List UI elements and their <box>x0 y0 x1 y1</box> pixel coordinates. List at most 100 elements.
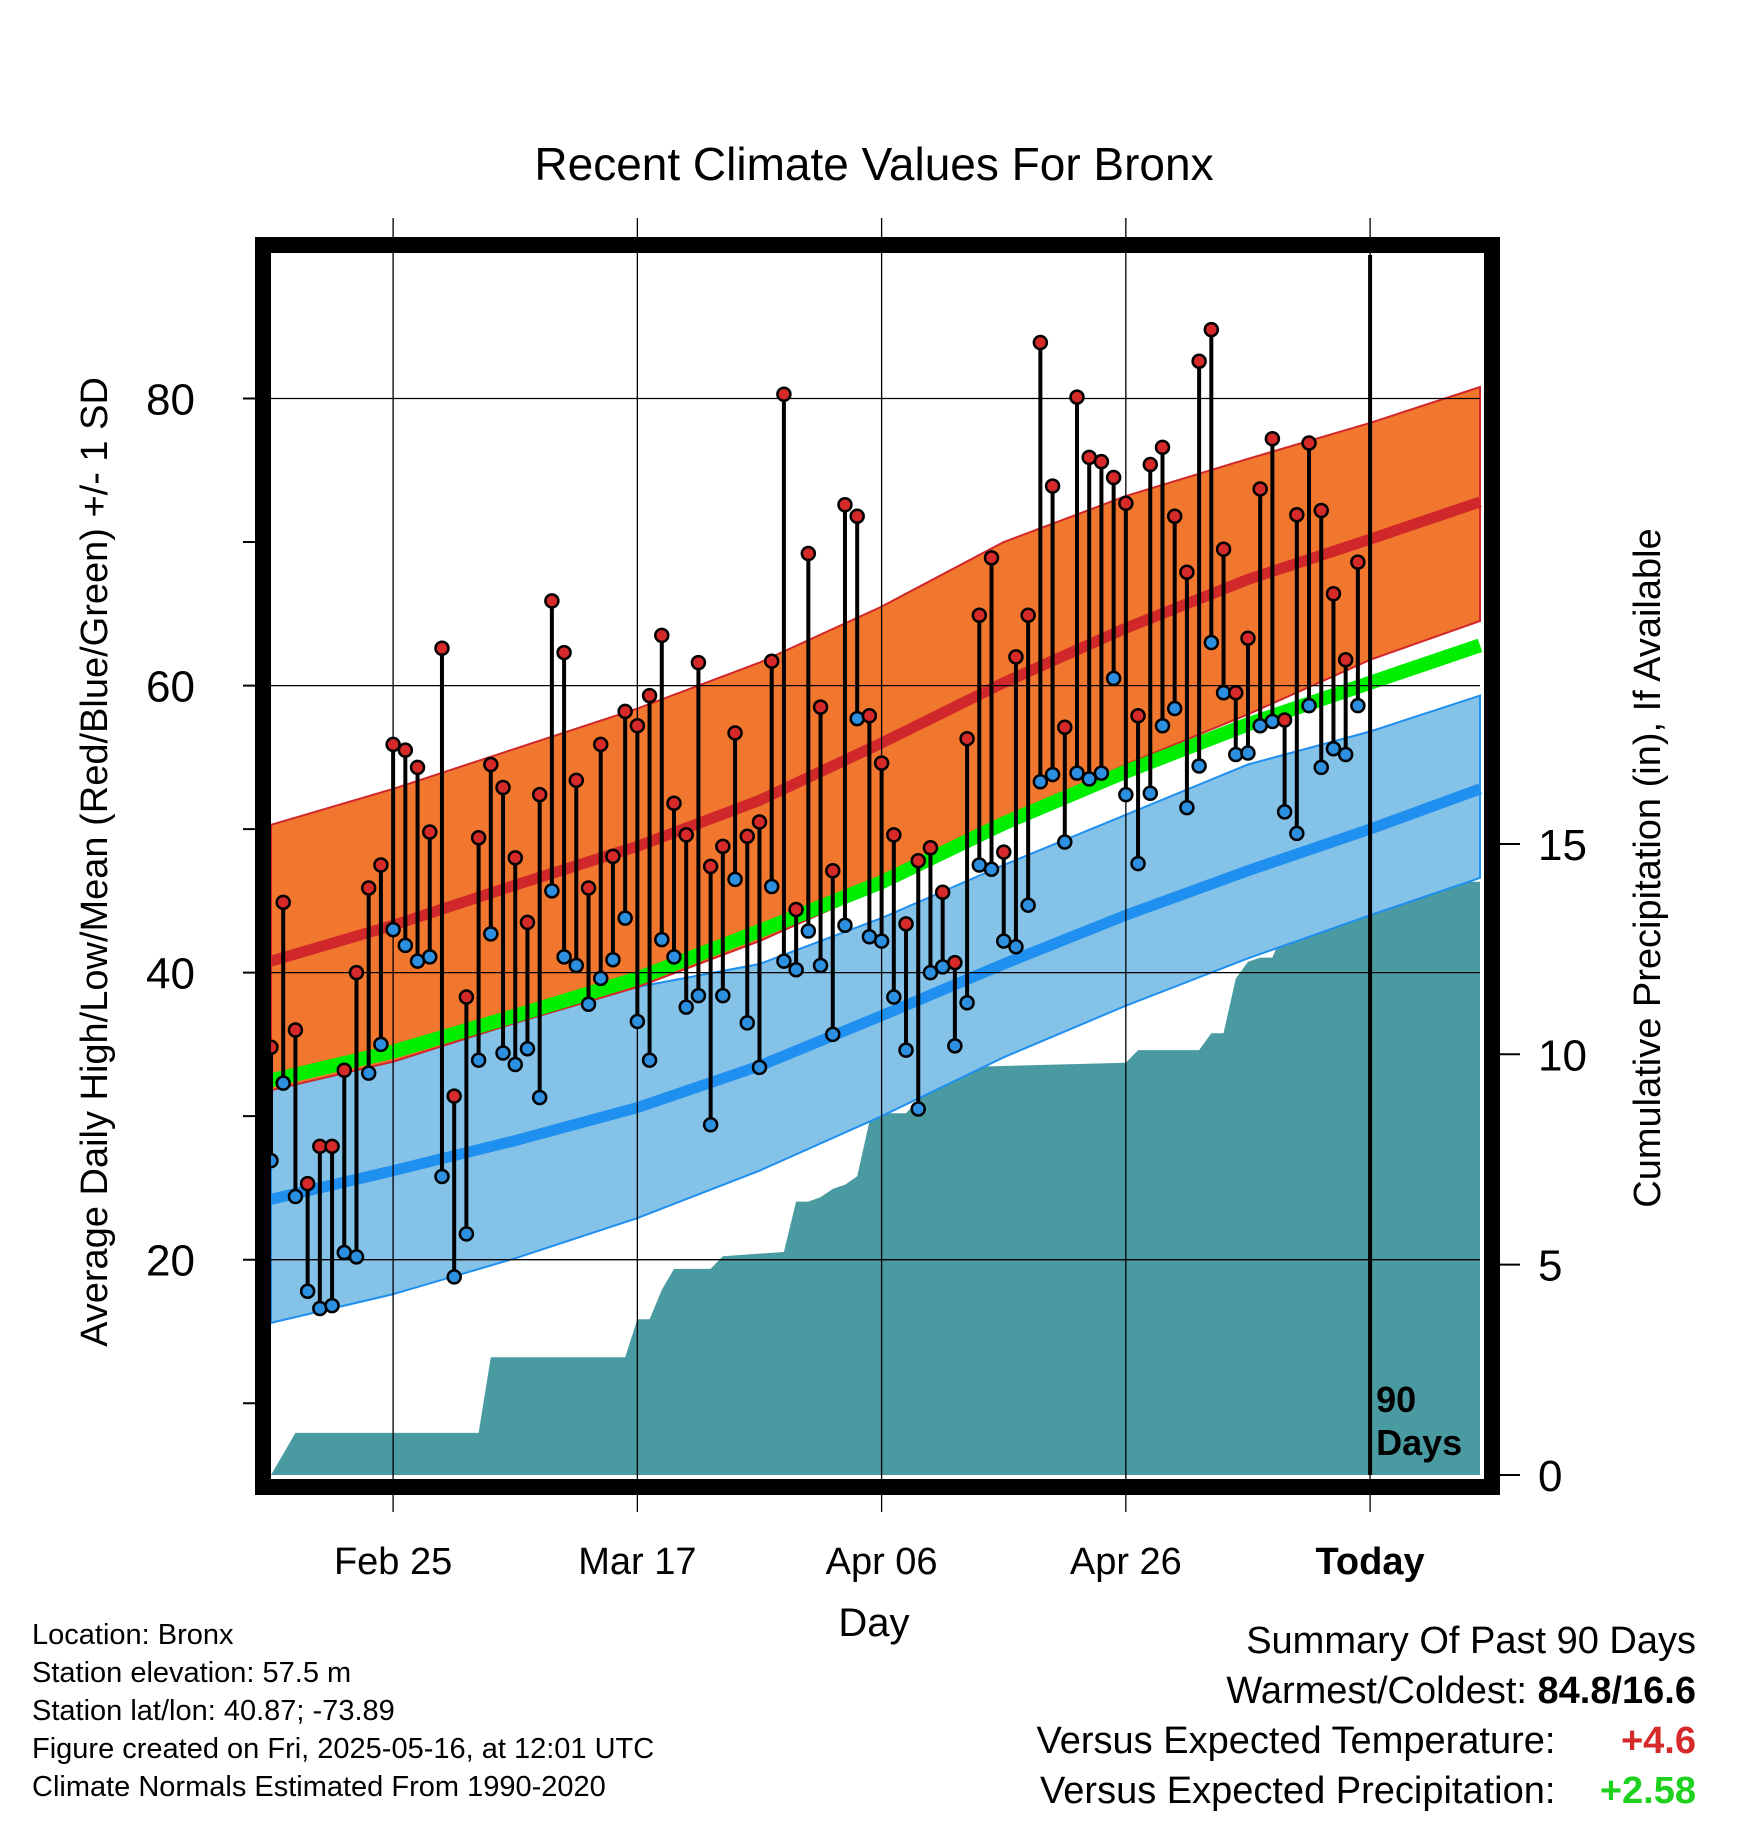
daily-high-marker <box>861 707 878 724</box>
daily-low-marker <box>983 861 1000 878</box>
daily-low-marker <box>873 933 890 949</box>
precip-anomaly-label: Versus Expected Precipitation: <box>1040 1770 1556 1812</box>
daily-low-marker <box>1130 855 1146 872</box>
daily-high-marker <box>629 718 646 734</box>
station-info: Location: Bronx Station elevation: 57.5 … <box>32 1616 654 1806</box>
daily-high-marker <box>324 1138 340 1155</box>
daily-high-marker <box>385 736 401 753</box>
daily-low-marker <box>1008 939 1024 955</box>
location-text: Location: Bronx <box>32 1619 234 1651</box>
daily-high-marker <box>825 862 841 879</box>
normals-text: Climate Normals Estimated From 1990-2020 <box>32 1771 606 1803</box>
daily-high-marker <box>1166 508 1183 524</box>
daily-low-marker <box>690 987 707 1004</box>
daily-low-marker <box>434 1168 450 1185</box>
daily-low-marker <box>715 987 731 1004</box>
daily-high-marker <box>397 742 414 758</box>
daily-high-marker <box>1057 719 1073 735</box>
daily-low-marker <box>776 953 792 969</box>
y-axis-label-right: Cumulative Precipitation (in), If Availa… <box>1627 528 1669 1207</box>
x-tick-label: Today <box>1316 1541 1425 1583</box>
daily-low-marker <box>666 949 682 965</box>
daily-high-marker <box>580 880 597 896</box>
daily-low-marker <box>1020 897 1036 913</box>
daily-high-marker <box>873 755 890 771</box>
daily-high-marker <box>898 916 914 932</box>
created-text: Figure created on Fri, 2025-05-16, at 12… <box>32 1733 655 1765</box>
daily-high-marker <box>470 829 487 846</box>
daily-high-marker <box>1350 554 1366 570</box>
daily-low-marker <box>837 917 853 934</box>
daily-high-marker <box>934 884 951 901</box>
daily-low-marker <box>1350 697 1366 714</box>
daily-low-marker <box>324 1297 340 1314</box>
daily-high-marker <box>299 1175 316 1192</box>
summary-title: Summary Of Past 90 Days <box>1246 1620 1696 1662</box>
daily-low-marker <box>959 995 975 1011</box>
y-right-tick-label: 0 <box>1538 1452 1562 1501</box>
daily-low-marker <box>360 1065 377 1081</box>
daily-low-marker <box>312 1300 328 1317</box>
y-right-tick-label: 15 <box>1538 821 1587 870</box>
daily-low-marker <box>1228 746 1244 763</box>
daily-high-marker <box>605 848 621 865</box>
daily-high-marker <box>1203 321 1220 338</box>
elevation-text: Station elevation: 57.5 m <box>32 1657 352 1689</box>
daily-low-marker <box>788 962 804 978</box>
daily-low-marker <box>397 937 414 954</box>
daily-low-marker <box>1289 825 1305 842</box>
daily-high-marker <box>287 1022 304 1038</box>
daily-low-marker <box>849 710 865 727</box>
summary-temp: Versus Expected Temperature: +4.6 <box>1037 1716 1696 1766</box>
daily-low-marker <box>299 1283 316 1300</box>
daily-high-marker <box>1130 707 1146 724</box>
daily-low-marker <box>1154 718 1171 734</box>
daily-low-marker <box>580 996 597 1012</box>
daily-low-marker <box>825 1026 841 1043</box>
daily-high-marker <box>1240 630 1256 646</box>
daily-high-marker <box>983 550 1000 566</box>
daily-high-marker <box>654 627 670 644</box>
daily-high-marker <box>1044 478 1061 494</box>
daily-low-marker <box>1179 799 1195 816</box>
daily-high-marker <box>1276 712 1293 728</box>
daily-low-marker <box>568 957 585 974</box>
daily-high-marker <box>483 756 499 773</box>
daily-low-marker <box>483 926 499 942</box>
daily-high-marker <box>837 496 853 513</box>
daily-high-marker <box>360 880 377 896</box>
daily-high-marker <box>690 654 707 671</box>
temp-anomaly-label: Versus Expected Temperature: <box>1036 1720 1556 1762</box>
daily-high-marker <box>702 858 719 875</box>
y-right-tick-label: 5 <box>1538 1242 1562 1291</box>
low-sd-band <box>270 694 1481 1325</box>
daily-low-marker <box>519 1040 536 1057</box>
y-axis-label-left: Average Daily High/Low/Mean (Red/Blue/Gr… <box>74 377 116 1347</box>
summary-panel: Summary Of Past 90 Days Warmest/Coldest:… <box>1037 1616 1696 1816</box>
daily-low-marker <box>422 949 438 965</box>
daily-low-marker <box>1191 758 1207 774</box>
temp-anomaly-value: +4.6 <box>1620 1720 1696 1762</box>
daily-high-marker <box>947 954 963 971</box>
daily-low-marker <box>544 883 560 899</box>
daily-low-marker <box>1325 740 1342 757</box>
daily-high-marker <box>1179 564 1195 580</box>
y-left-tick-label: 60 <box>146 663 195 712</box>
daily-high-marker <box>592 736 609 753</box>
daily-high-marker <box>495 779 511 796</box>
latlon-text: Station lat/lon: 40.87; -73.89 <box>32 1695 395 1727</box>
daily-low-marker <box>886 989 902 1005</box>
daily-low-marker <box>385 921 401 938</box>
daily-low-marker <box>629 1013 646 1030</box>
daily-high-marker <box>1191 353 1207 369</box>
x-tick-label: Apr 06 <box>826 1541 938 1583</box>
daily-high-marker <box>1008 649 1024 665</box>
daily-high-marker <box>800 545 817 562</box>
daily-high-marker <box>1069 389 1085 405</box>
daily-high-marker <box>434 640 450 657</box>
daily-high-marker <box>1142 456 1159 473</box>
daily-low-marker <box>800 923 817 939</box>
daily-low-marker <box>592 970 609 987</box>
